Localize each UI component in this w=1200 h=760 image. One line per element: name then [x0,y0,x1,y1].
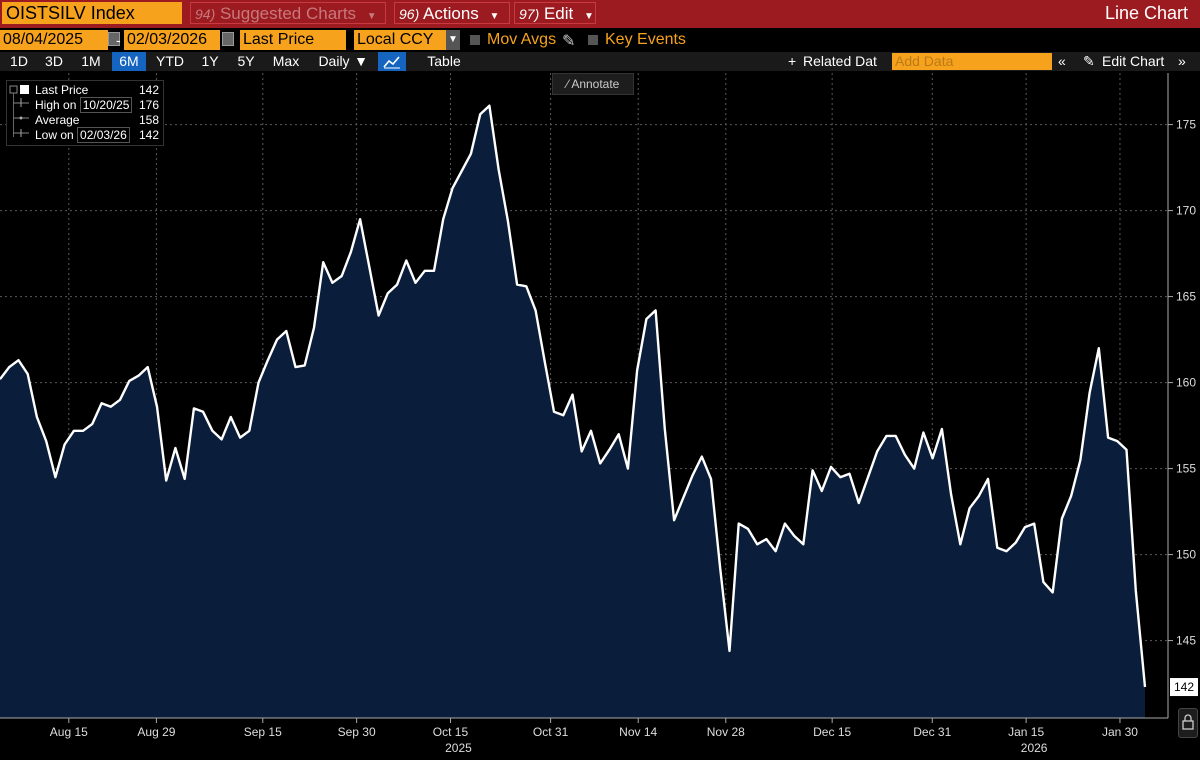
suggested-charts-label: Suggested Charts [219,4,357,23]
range-6m[interactable]: 6M [112,52,146,71]
x-tick-label: Jan 30 [1102,725,1138,739]
legend-high-date: 10/20/25 [79,97,133,113]
x-axis-ticks: Aug 15 Aug 29 Sep 15 Sep 30 Oct 15 Oct 31 Nov … [50,718,1138,755]
x-tick-label: Sep 30 [338,725,376,739]
add-data-input[interactable]: Add Data [892,53,1052,70]
series-line [0,104,1147,688]
lock-icon[interactable] [1178,708,1198,738]
range-max[interactable]: Max [272,53,300,69]
mov-avgs-label: Mov Avgs [487,31,557,48]
legend-high-label: High on [35,98,77,112]
end-date-field[interactable]: 02/03/2026 [124,30,220,50]
edit-label: Edit [543,4,574,23]
suggested-charts-number: 94) [195,6,216,22]
annotate-label: Annotate [571,77,620,91]
edit-number: 97) [519,6,540,22]
x-tick-label: Oct 15 [433,725,469,739]
x-tick-label: Aug 29 [137,725,175,739]
x-tick-label: Dec 15 [813,725,851,739]
legend-low-date: 02/03/26 [77,127,130,143]
plus-icon[interactable]: + [788,53,797,69]
toolbar-row: 1D 3D 1M 6M YTD 1Y 5Y Max Daily ▼ Table … [0,52,1200,71]
key-events-checkbox[interactable] [588,35,598,45]
legend-low-value: 142 [138,128,159,142]
currency-selector[interactable]: Local CCY [354,30,446,50]
x-tick-label: Nov 14 [619,725,657,739]
x-tick-label: Aug 15 [50,725,88,739]
suggested-charts-menu[interactable]: 94) Suggested Charts ▼ [190,2,386,24]
chevron-down-icon: ▼ [584,11,594,22]
start-date-field[interactable]: 08/04/2025 [0,30,108,50]
field-selector[interactable]: Last Price [240,30,346,50]
x-year-label: 2025 [445,741,472,755]
actions-label: Actions [423,4,479,23]
related-data-button[interactable]: Related Dat [803,53,877,69]
area-fill [0,105,1145,718]
legend-last-value: 142 [138,83,159,97]
y-tick-label: 170 [1176,204,1196,218]
legend-low-label: Low on [35,128,74,142]
pencil-icon: ⁄ [566,77,569,91]
control-row: 08/04/2025 - 02/03/2026 Last Price Local… [0,29,1200,52]
legend-average-label: Average [35,113,80,127]
range-ytd[interactable]: YTD [156,53,184,69]
calendar-icon[interactable] [108,32,120,46]
pencil-icon[interactable]: ✎ [562,33,576,50]
y-axis-ticks: 145 150 155 160 165 170 175 [1168,118,1196,648]
edit-menu[interactable]: 97) Edit ▼ [514,2,596,24]
last-value-label: 142 [1170,678,1198,697]
legend-tree-icon [9,85,29,137]
mov-avgs-checkbox[interactable] [470,35,480,45]
legend-high-value: 176 [138,98,159,112]
y-tick-label: 165 [1176,290,1196,304]
line-chart-icon[interactable] [378,52,406,71]
x-year-label: 2026 [1021,741,1048,755]
chevron-down-icon[interactable]: ▼ [446,30,460,50]
legend-low: Low on 02/03/26 [35,127,130,143]
legend-box: Last Price 142 High on 10/20/25 176 Aver… [6,80,164,146]
actions-menu[interactable]: 96) Actions ▼ [394,2,510,24]
y-tick-label: 145 [1176,634,1196,648]
legend-last-price[interactable]: Last Price [35,83,89,97]
chart-type-title: Line Chart [1104,3,1188,23]
legend-average-value: 158 [138,113,159,127]
frequency-selector[interactable]: Daily [318,53,350,69]
edit-chart-button[interactable]: Edit Chart [1102,53,1165,69]
x-tick-label: Jan 15 [1008,725,1044,739]
header-bar: OISTSILV Index 94) Suggested Charts ▼ 96… [0,0,1200,28]
range-5y[interactable]: 5Y [237,53,255,69]
last-value-box [1170,678,1198,697]
date-separator: - [116,32,121,48]
x-tick-label: Sep 15 [244,725,282,739]
y-tick-label: 175 [1176,118,1196,132]
chevron-down-icon: ▼ [366,11,377,22]
legend-high: High on 10/20/25 [35,97,133,113]
ticker-field[interactable]: OISTSILV Index [2,2,182,24]
y-tick-label: 150 [1176,548,1196,562]
actions-number: 96) [399,6,420,22]
chevron-down-icon: ▼ [489,11,500,22]
annotate-button[interactable]: ⁄ Annotate [552,73,634,95]
chevron-down-icon[interactable]: ▼ [354,53,368,69]
double-chevron-left-icon[interactable]: « [1058,53,1066,69]
range-1y[interactable]: 1Y [201,53,219,69]
y-tick-label: 155 [1176,462,1196,476]
calendar-icon[interactable] [222,32,234,46]
last-value-text: 142 [1174,680,1194,694]
range-1d[interactable]: 1D [10,53,28,69]
range-1m[interactable]: 1M [81,53,101,69]
y-tick-label: 160 [1176,376,1196,390]
table-button[interactable]: Table [427,53,461,69]
key-events-label: Key Events [605,31,686,48]
x-tick-label: Nov 28 [707,725,745,739]
x-tick-label: Dec 31 [913,725,951,739]
double-chevron-right-icon[interactable]: » [1178,53,1186,69]
pencil-icon[interactable]: ✎ [1083,53,1095,69]
x-tick-label: Oct 31 [533,725,569,739]
range-3d[interactable]: 3D [45,53,63,69]
